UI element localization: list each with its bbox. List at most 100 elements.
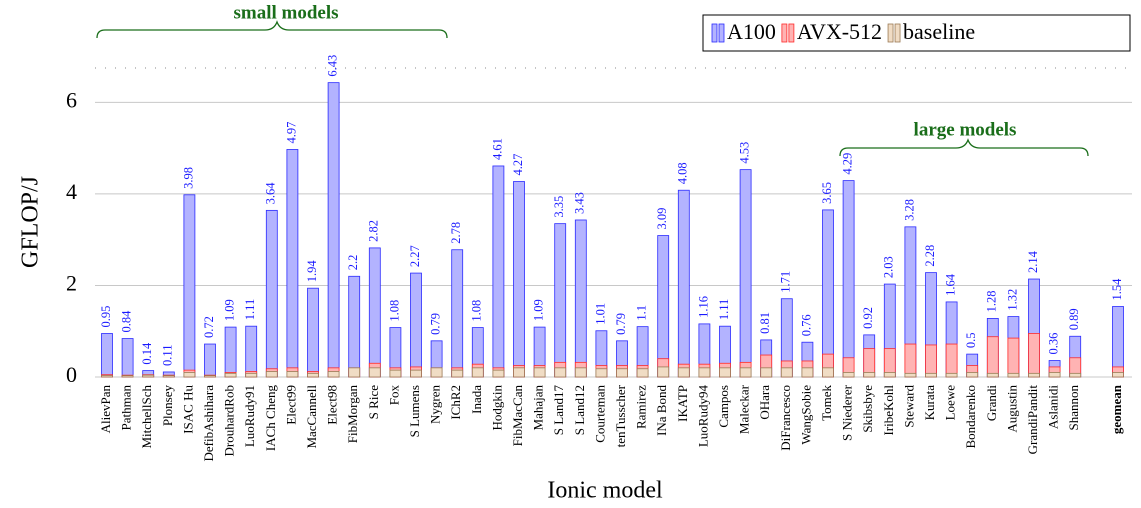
- bar: [307, 372, 319, 378]
- value-label: 2.78: [449, 222, 463, 244]
- bar: [739, 367, 752, 378]
- value-label: 0.84: [119, 310, 133, 333]
- x-tick-label: S Lumens: [407, 385, 422, 437]
- bar: [327, 82, 340, 378]
- value-label: 1.01: [593, 303, 607, 325]
- legend-swatch: [894, 23, 901, 43]
- bar: [162, 375, 175, 378]
- x-tick-label: IKATP: [675, 385, 690, 422]
- value-label: 4.08: [676, 162, 690, 184]
- bar: [574, 219, 587, 378]
- value-label: 1.08: [470, 300, 484, 322]
- x-tick-label: IChR2: [448, 385, 463, 420]
- bar: [883, 372, 896, 378]
- x-tick-label: Fox: [386, 385, 401, 406]
- bar: [616, 368, 628, 378]
- value-label: 1.1: [634, 305, 648, 321]
- value-label: 2.14: [1026, 250, 1040, 273]
- value-label: 1.71: [779, 271, 793, 293]
- bar: [574, 367, 587, 378]
- x-tick-label: OHara: [757, 385, 772, 420]
- x-tick-label: DrouhardRob: [222, 385, 237, 457]
- x-tick-label: Elect98: [325, 385, 340, 425]
- x-tick-label: Tomek: [819, 385, 834, 421]
- bar: [224, 372, 237, 378]
- value-label: 3.43: [573, 192, 587, 214]
- bar: [265, 371, 278, 378]
- legend-swatch: [887, 23, 894, 43]
- bar: [677, 189, 690, 378]
- x-tick-label: MacCannell: [304, 385, 319, 449]
- legend: [702, 14, 1131, 52]
- value-label: 3.28: [902, 199, 916, 221]
- bar: [121, 338, 134, 378]
- bar: [410, 272, 422, 378]
- legend-swatch: [711, 23, 718, 43]
- bar: [533, 367, 546, 378]
- x-tick-label: Shannon: [1066, 385, 1081, 431]
- bar: [636, 368, 649, 378]
- x-tick-label: Skibsbye: [860, 385, 875, 433]
- brace: [96, 20, 448, 39]
- bar: [348, 367, 361, 378]
- value-label: 0.72: [202, 316, 216, 338]
- bar: [842, 180, 855, 378]
- bar: [657, 366, 670, 378]
- y-tick-label: 6: [66, 87, 77, 112]
- bar: [327, 371, 340, 378]
- bar: [822, 367, 834, 378]
- bar: [101, 375, 113, 378]
- bar: [677, 367, 690, 378]
- x-tick-label: Augustin: [1004, 385, 1019, 433]
- bar: [1028, 333, 1040, 378]
- value-label: 1.11: [243, 299, 257, 320]
- bar: [904, 343, 917, 378]
- x-tick-label: AlievPan: [98, 385, 113, 434]
- bar: [121, 375, 134, 378]
- value-label: 1.09: [222, 299, 236, 321]
- bar: [554, 223, 567, 378]
- value-label: 2.03: [882, 256, 896, 278]
- y-tick-label: 0: [66, 362, 77, 387]
- value-label: 0.5: [964, 332, 978, 348]
- y-tick-label: 4: [66, 179, 77, 204]
- bar: [1048, 372, 1061, 378]
- annotation: large models: [914, 119, 1017, 140]
- x-tick-label: S Niederer: [840, 384, 855, 441]
- legend-swatch: [718, 23, 725, 43]
- bar: [945, 343, 958, 378]
- x-tick-label: Ramirez: [634, 385, 649, 429]
- legend-label: A100: [727, 19, 776, 44]
- x-tick-label: IACh Cheng: [263, 385, 278, 452]
- bar: [1069, 372, 1082, 378]
- bar: [492, 369, 505, 378]
- y-tick-label: 2: [66, 270, 77, 295]
- x-tick-label: ISAC Hu: [180, 385, 195, 434]
- legend-swatch: [788, 23, 795, 43]
- x-tick-label: S Rice: [366, 385, 381, 420]
- value-label: 0.79: [428, 313, 442, 335]
- legend-label: baseline: [903, 19, 975, 44]
- bar: [265, 209, 278, 378]
- bar: [719, 367, 731, 378]
- bar: [1028, 372, 1040, 378]
- bar: [966, 372, 979, 378]
- value-label: 6.43: [325, 55, 339, 77]
- x-tick-label: Maleckar: [737, 384, 752, 434]
- x-tick-label: Loewe: [943, 385, 958, 421]
- x-tick-label: FibMacCan: [510, 385, 525, 447]
- bar: [286, 149, 299, 378]
- bar: [101, 333, 113, 378]
- bar: [183, 372, 196, 378]
- x-axis-label: Ionic model: [547, 478, 663, 504]
- x-tick-label: LuoRudy91: [242, 385, 257, 447]
- value-label: 0.14: [140, 342, 154, 365]
- x-tick-label: S Land17: [551, 385, 566, 436]
- bar: [925, 344, 937, 378]
- bar: [945, 372, 958, 378]
- value-label: 0.11: [161, 345, 175, 366]
- bar: [1007, 337, 1020, 378]
- bar: [204, 343, 216, 378]
- value-label: 4.61: [490, 138, 504, 160]
- bar: [492, 165, 505, 378]
